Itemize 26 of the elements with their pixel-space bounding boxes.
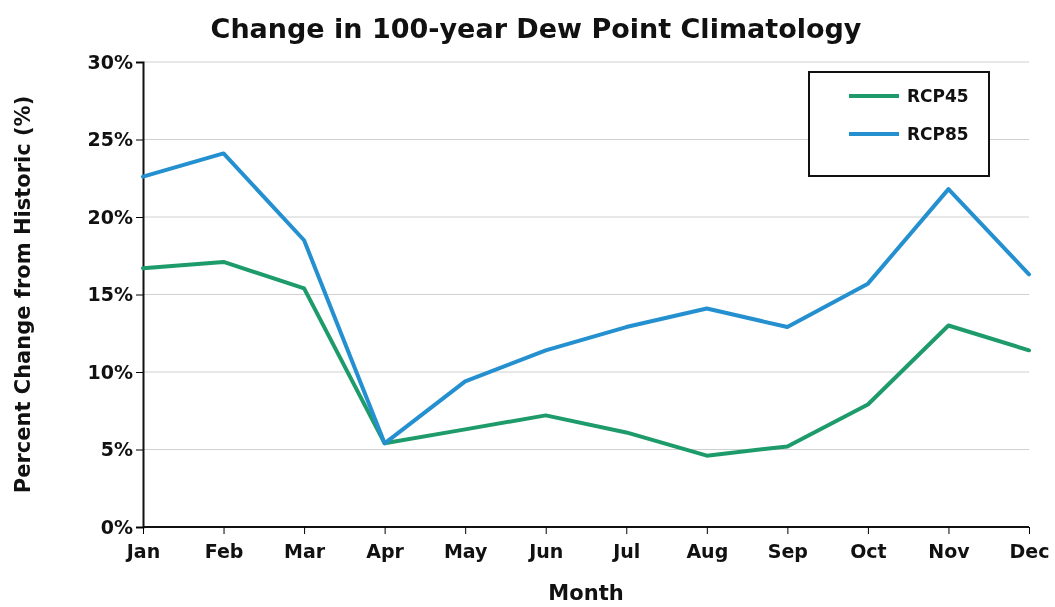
x-tick-label: Aug [686,539,729,562]
x-tick-label: Feb [204,539,244,562]
x-tick-label: Dec [1009,539,1050,562]
legend-label: RCP45 [907,86,969,106]
x-tick-label: Jan [124,539,161,562]
y-tick-label: 15% [87,283,133,306]
legend-label: RCP85 [907,124,969,144]
line-series [141,151,1031,446]
x-tick-label: Sep [767,539,808,562]
x-tick-label: Oct [850,539,887,562]
y-tick-label: 5% [100,438,133,461]
x-tick-label: Mar [284,539,326,562]
y-axis-title: Percent Change from Historic (%) [11,95,35,494]
x-tick-label: May [443,539,489,562]
y-tick-label: 30% [87,50,133,73]
line-series [141,259,1031,458]
chart-title: Change in 100-year Dew Point Climatology [210,13,862,44]
x-tick-label: Jul [611,539,641,562]
x-tick-label: Jun [527,539,564,562]
x-tick-label: Apr [366,539,405,562]
y-tick-label: 25% [87,128,133,151]
y-tick-label: 20% [87,205,133,228]
x-tick-label: Nov [928,539,971,562]
y-tick-label: 0% [100,515,133,538]
y-tick-label: 10% [87,360,133,383]
x-axis-title: Month [548,581,624,605]
